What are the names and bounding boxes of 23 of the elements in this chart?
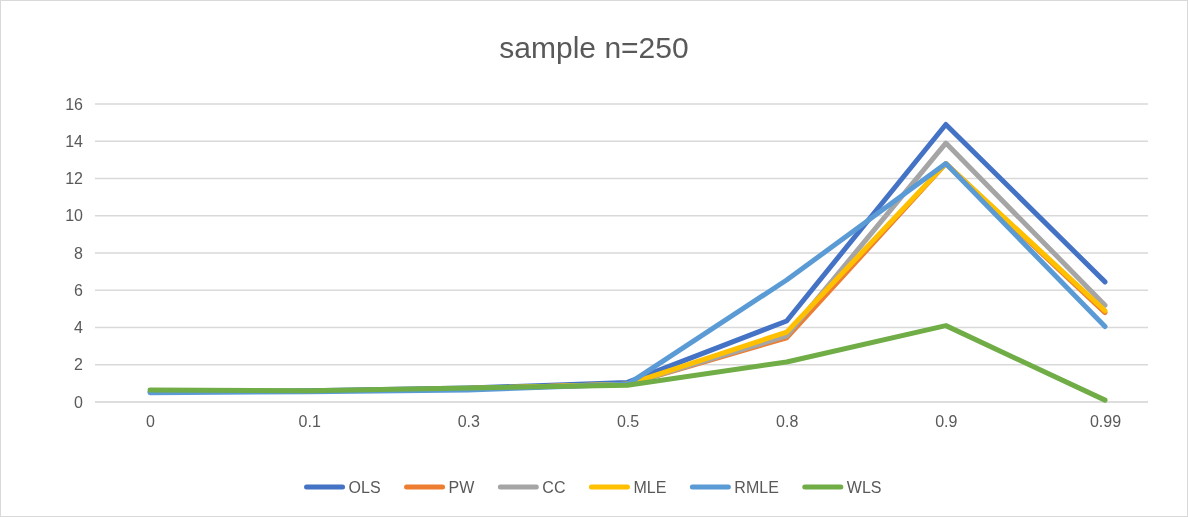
legend-label: PW	[448, 479, 476, 496]
x-tick-label: 0.8	[776, 413, 799, 431]
y-tick-label: 12	[65, 170, 84, 188]
y-tick-label: 2	[74, 356, 84, 374]
chart-title: sample n=250	[499, 31, 689, 64]
x-tick-label: 0.9	[935, 413, 958, 431]
y-tick-label: 10	[65, 207, 84, 225]
legend-label: WLS	[846, 479, 882, 496]
x-tick-label: 0.5	[616, 413, 640, 431]
x-tick-label: 0.1	[298, 413, 321, 431]
legend-label: MLE	[633, 479, 667, 496]
legend-label: OLS	[348, 479, 381, 496]
x-tick-label: 0.3	[457, 413, 481, 431]
y-tick-label: 8	[74, 244, 84, 262]
x-tick-label: 0	[146, 413, 156, 431]
legend-label: RMLE	[734, 479, 779, 496]
y-tick-label: 14	[65, 132, 84, 150]
y-tick-label: 16	[65, 95, 84, 113]
x-tick-label: 0.99	[1089, 413, 1122, 431]
y-tick-label: 0	[74, 393, 84, 411]
legend-label: CC	[542, 479, 566, 496]
y-tick-label: 6	[74, 281, 84, 299]
y-tick-label: 4	[74, 319, 84, 337]
